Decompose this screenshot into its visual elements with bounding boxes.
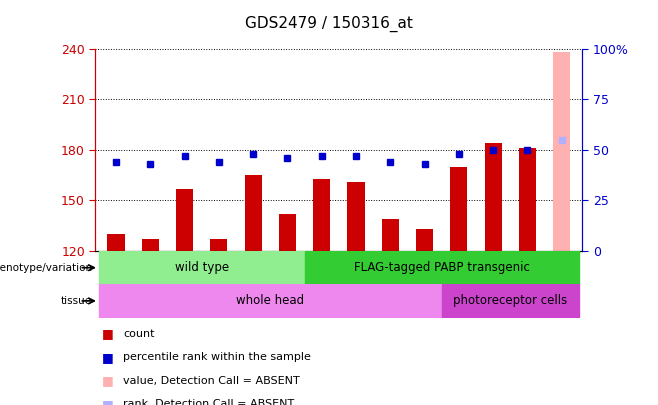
Bar xyxy=(99,251,305,284)
Text: ■: ■ xyxy=(102,327,114,340)
Text: count: count xyxy=(123,329,155,339)
Bar xyxy=(416,229,433,251)
Text: percentile rank within the sample: percentile rank within the sample xyxy=(123,352,311,362)
Text: whole head: whole head xyxy=(236,294,305,307)
Bar xyxy=(279,214,296,251)
Text: GDS2479 / 150316_at: GDS2479 / 150316_at xyxy=(245,16,413,32)
Text: ■: ■ xyxy=(102,374,114,387)
Text: wild type: wild type xyxy=(174,261,229,274)
Bar xyxy=(450,167,467,251)
Bar xyxy=(107,234,124,251)
Bar xyxy=(347,182,365,251)
Text: ■: ■ xyxy=(102,351,114,364)
Text: ■: ■ xyxy=(102,398,114,405)
Bar xyxy=(245,175,262,251)
Text: photoreceptor cells: photoreceptor cells xyxy=(453,294,567,307)
Bar xyxy=(519,148,536,251)
Bar xyxy=(176,189,193,251)
Bar xyxy=(442,284,579,318)
Text: tissue: tissue xyxy=(61,296,92,306)
Bar xyxy=(305,251,579,284)
Bar xyxy=(141,239,159,251)
Bar xyxy=(553,52,570,251)
Text: value, Detection Call = ABSENT: value, Detection Call = ABSENT xyxy=(123,376,300,386)
Text: genotype/variation: genotype/variation xyxy=(0,263,92,273)
Text: FLAG-tagged PABP transgenic: FLAG-tagged PABP transgenic xyxy=(354,261,530,274)
Text: rank, Detection Call = ABSENT: rank, Detection Call = ABSENT xyxy=(123,399,294,405)
Bar xyxy=(484,143,502,251)
Bar xyxy=(99,284,442,318)
Bar xyxy=(313,179,330,251)
Bar xyxy=(382,219,399,251)
Bar xyxy=(211,239,228,251)
